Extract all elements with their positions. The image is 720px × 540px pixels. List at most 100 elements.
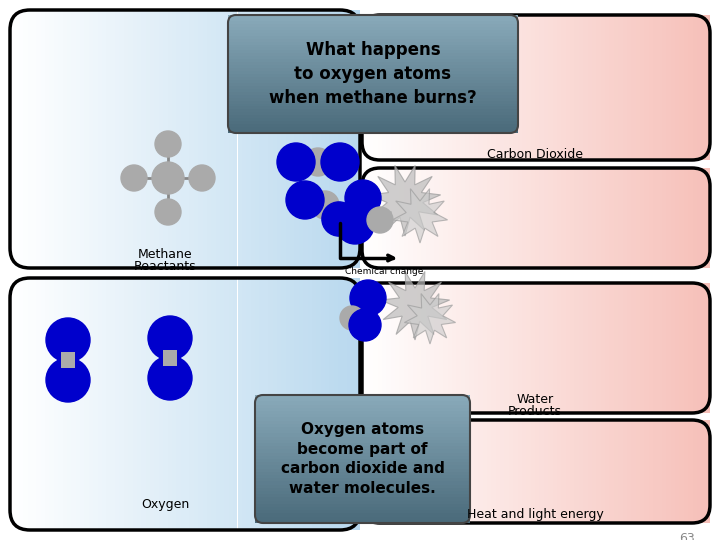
Bar xyxy=(377,283,382,413)
Bar xyxy=(369,15,373,160)
Bar xyxy=(474,420,478,523)
Bar xyxy=(360,15,364,160)
Bar xyxy=(382,420,386,523)
Bar xyxy=(583,15,588,160)
Bar xyxy=(697,283,701,413)
Bar xyxy=(362,15,366,160)
Bar xyxy=(657,15,662,160)
Bar xyxy=(329,278,334,530)
Bar xyxy=(19,10,23,268)
Bar xyxy=(158,10,163,268)
Bar xyxy=(259,10,264,268)
Bar xyxy=(23,278,27,530)
Text: Carbon Dioxide: Carbon Dioxide xyxy=(487,148,583,161)
Bar xyxy=(487,420,491,523)
Bar xyxy=(688,168,693,268)
Bar xyxy=(391,168,395,268)
Bar xyxy=(452,420,456,523)
Circle shape xyxy=(189,165,215,191)
Bar xyxy=(509,168,513,268)
Bar xyxy=(360,15,364,160)
Bar xyxy=(202,278,207,530)
Bar xyxy=(246,278,251,530)
Bar xyxy=(255,488,470,491)
Bar xyxy=(693,168,697,268)
Bar xyxy=(539,168,544,268)
Circle shape xyxy=(152,162,184,194)
Bar xyxy=(228,48,518,50)
Bar xyxy=(697,15,701,160)
Bar xyxy=(364,15,368,160)
Bar xyxy=(228,127,518,130)
Bar xyxy=(364,15,368,160)
Bar xyxy=(666,283,670,413)
Bar xyxy=(575,168,579,268)
Bar xyxy=(194,278,198,530)
Bar xyxy=(255,421,470,424)
Bar xyxy=(640,15,644,160)
Bar xyxy=(338,10,343,268)
Bar xyxy=(448,15,452,160)
Bar xyxy=(168,10,172,268)
Bar xyxy=(395,420,400,523)
Bar xyxy=(364,15,369,160)
Bar xyxy=(228,71,518,74)
Bar xyxy=(684,168,688,268)
Bar xyxy=(583,168,588,268)
Circle shape xyxy=(349,309,381,341)
Bar xyxy=(255,478,470,481)
Bar xyxy=(150,278,154,530)
Bar xyxy=(552,283,557,413)
Bar xyxy=(623,283,627,413)
Bar xyxy=(382,168,386,268)
Bar xyxy=(198,10,202,268)
Bar xyxy=(63,278,67,530)
Bar xyxy=(518,283,522,413)
Bar xyxy=(228,68,518,71)
Bar xyxy=(255,517,470,520)
Bar xyxy=(518,420,522,523)
Bar xyxy=(531,168,535,268)
Bar xyxy=(505,283,509,413)
Bar xyxy=(228,83,518,86)
Bar xyxy=(145,278,150,530)
Bar xyxy=(469,283,474,413)
Bar xyxy=(438,283,443,413)
Bar xyxy=(364,15,369,160)
Bar xyxy=(478,15,482,160)
Bar xyxy=(701,168,706,268)
Circle shape xyxy=(304,148,332,176)
Bar xyxy=(605,283,609,413)
Bar xyxy=(487,283,491,413)
Bar xyxy=(58,278,63,530)
Bar xyxy=(115,278,120,530)
Bar xyxy=(168,278,172,530)
Bar xyxy=(623,420,627,523)
Bar xyxy=(369,420,373,523)
Bar xyxy=(361,15,366,160)
Bar xyxy=(609,15,613,160)
Bar xyxy=(662,15,666,160)
Bar xyxy=(361,15,366,160)
Bar xyxy=(255,446,470,449)
Bar xyxy=(362,15,366,160)
Bar xyxy=(391,420,395,523)
Bar xyxy=(382,283,386,413)
Bar xyxy=(552,420,557,523)
Bar xyxy=(670,420,675,523)
Bar xyxy=(334,10,338,268)
Bar xyxy=(461,168,465,268)
Bar xyxy=(14,278,19,530)
Bar xyxy=(482,420,487,523)
Bar xyxy=(242,278,246,530)
Bar xyxy=(391,15,395,160)
Bar xyxy=(592,283,596,413)
Bar xyxy=(452,15,456,160)
Bar xyxy=(154,10,158,268)
Bar xyxy=(364,15,369,160)
Bar xyxy=(688,283,693,413)
Bar xyxy=(202,10,207,268)
Bar xyxy=(404,168,408,268)
Bar xyxy=(54,278,58,530)
Bar xyxy=(364,15,368,160)
